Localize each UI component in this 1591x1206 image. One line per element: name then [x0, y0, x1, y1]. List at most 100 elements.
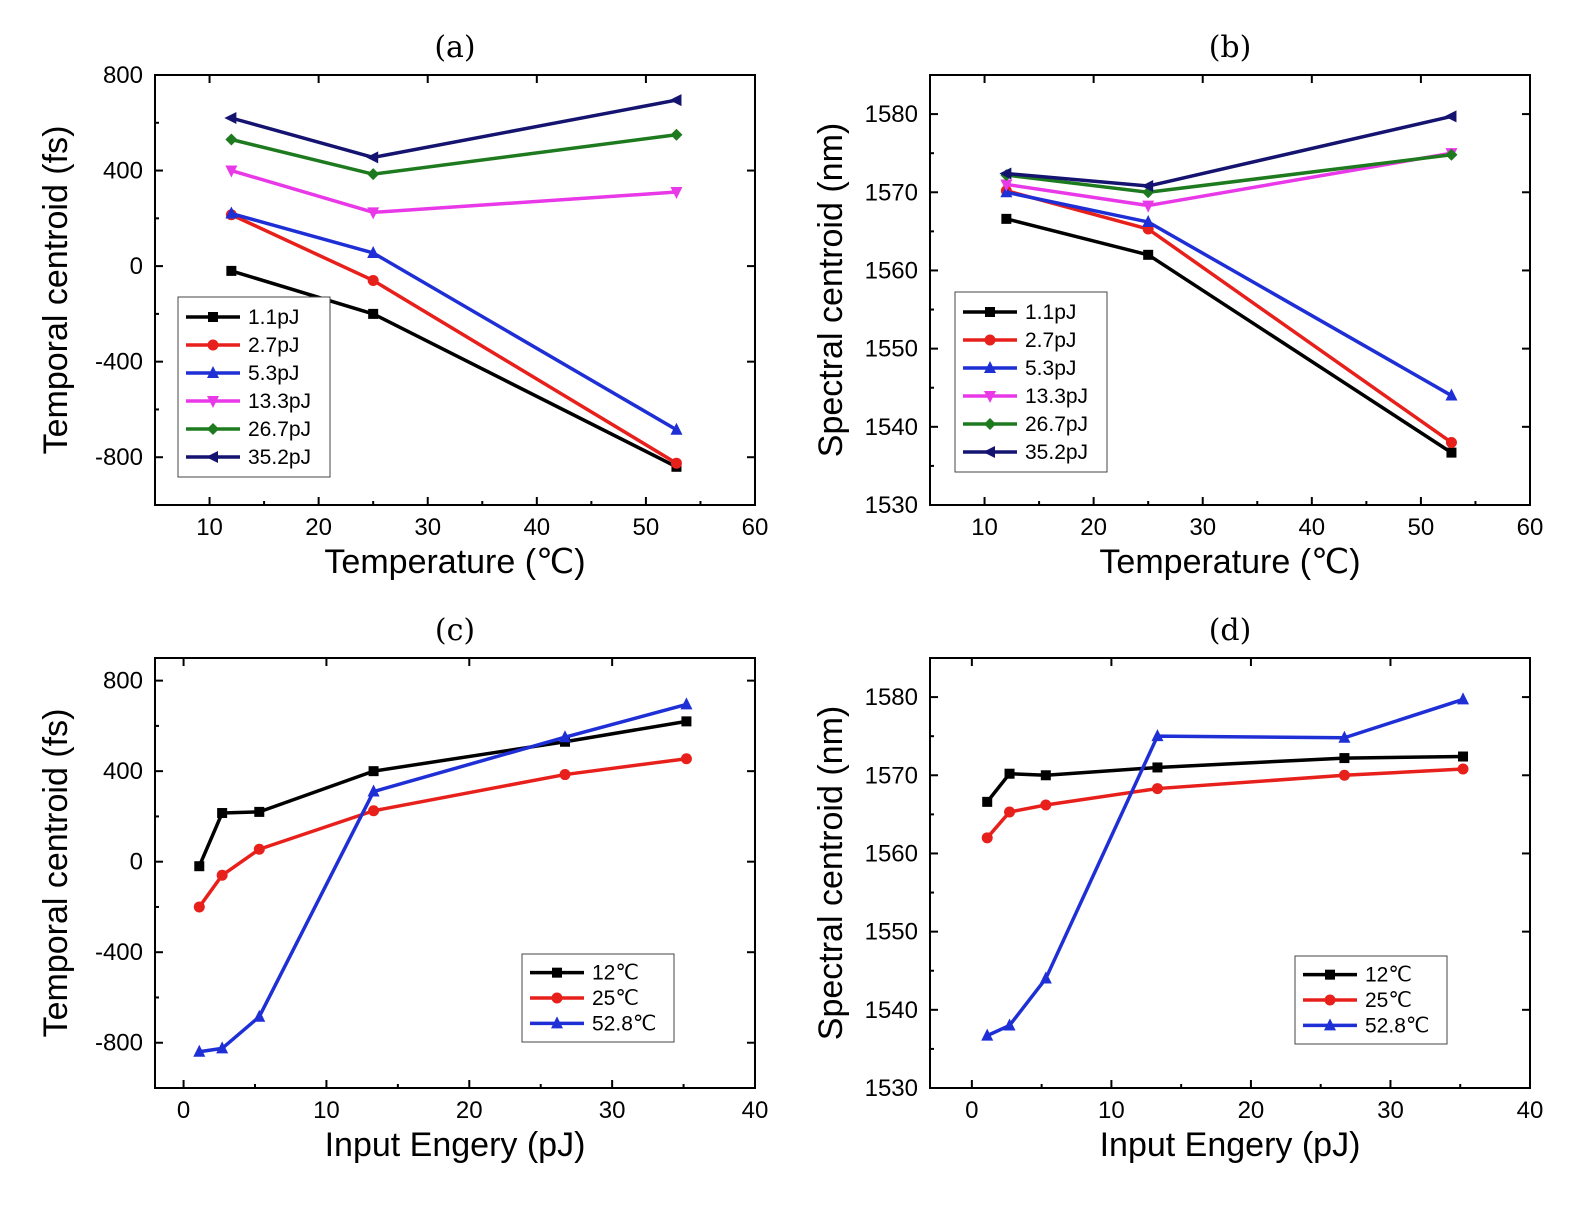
legend-label: 25℃	[592, 987, 639, 1010]
data-point	[1143, 249, 1154, 260]
x-tick-label: 30	[1377, 1097, 1404, 1124]
panel-1: (b) 10 20 30 40 50 60 1530 1540 1550 1560 1570 1580 T…	[812, 30, 1543, 581]
legend-label: 35.2pJ	[248, 446, 311, 469]
y-tick-label: 400	[103, 158, 143, 185]
data-point	[1458, 751, 1469, 762]
data-point	[1445, 388, 1458, 401]
x-tick-label: 40	[1517, 1097, 1544, 1124]
legend-marker	[206, 451, 218, 463]
data-point	[981, 1028, 994, 1041]
y-tick-label: 1580	[865, 684, 918, 711]
y-tick-label: 1560	[865, 840, 918, 867]
legend-marker	[1324, 1018, 1336, 1031]
y-tick-label: -800	[95, 444, 143, 471]
y-tick-label: 800	[103, 62, 143, 89]
x-tick-label: 20	[305, 514, 332, 541]
x-tick-label: 20	[456, 1097, 483, 1124]
legend-label: 26.7pJ	[1025, 413, 1088, 436]
legend: 1.1pJ 2.7pJ 5.3pJ 13.3pJ 26.7pJ 35.2pJ	[954, 291, 1108, 473]
x-tick-label: 0	[177, 1097, 190, 1124]
panel-3: (d) 0 10 20 30 40 1530 1540 1550 1560 1570 1580 Inpu…	[812, 613, 1543, 1164]
legend-marker	[984, 418, 996, 430]
y-tick-label: 1550	[865, 919, 918, 946]
data-point	[999, 167, 1012, 180]
series-line	[1006, 153, 1452, 195]
series-line	[197, 719, 687, 867]
series-line	[985, 767, 1464, 839]
data-point	[254, 806, 265, 817]
legend-label: 1.1pJ	[248, 306, 299, 329]
x-tick-label: 30	[414, 514, 441, 541]
legend-marker	[1325, 969, 1335, 980]
data-point	[225, 165, 238, 178]
data-point	[1000, 179, 1013, 192]
x-axis-title: Input Engery (pJ)	[1100, 1126, 1361, 1164]
data-point	[1142, 200, 1155, 213]
data-point	[1151, 729, 1164, 742]
series-line	[985, 754, 1464, 803]
legend-item: 35.2pJ	[186, 446, 311, 469]
data-point	[225, 206, 238, 219]
y-tick-label: 1530	[865, 1075, 918, 1102]
legend-marker	[985, 307, 995, 317]
legend-label: 52.8℃	[1365, 1014, 1429, 1037]
data-point	[1457, 692, 1470, 705]
x-tick-label: 40	[1298, 514, 1325, 541]
legend-label: 52.8℃	[592, 1012, 656, 1035]
panel-2: (c) 0 10 20 30 40 -800 -400 0 400 800 Input Engery …	[37, 613, 768, 1164]
x-axis-title: Temperature (℃)	[324, 543, 585, 581]
y-tick-label: 1540	[865, 997, 918, 1024]
data-point	[1040, 770, 1051, 781]
y-tick-label: -800	[95, 1030, 143, 1057]
legend-label: 12℃	[592, 962, 639, 985]
legend-marker	[207, 423, 219, 435]
y-tick-label: 0	[130, 253, 143, 280]
series-5	[999, 110, 1457, 193]
x-tick-label: 50	[1408, 514, 1435, 541]
x-tick-label: 20	[1080, 514, 1107, 541]
series-5	[224, 94, 682, 164]
series-4	[225, 128, 683, 181]
data-point	[224, 112, 237, 124]
legend-marker	[207, 339, 219, 351]
x-tick-label: 0	[965, 1097, 978, 1124]
series-2	[225, 206, 683, 435]
data-point	[559, 730, 571, 743]
legend-marker	[207, 366, 219, 378]
legend: 12℃25℃52.8℃	[1294, 955, 1448, 1045]
legend-item: 35.2pJ	[963, 441, 1088, 464]
y-tick-label: 0	[130, 849, 143, 876]
x-tick-label: 30	[1189, 514, 1216, 541]
legend-box	[177, 296, 331, 478]
series-0	[982, 751, 1469, 807]
series-line	[197, 756, 687, 908]
x-tick-label: 10	[971, 514, 998, 541]
data-point	[1142, 214, 1155, 227]
y-tick-label: 1570	[865, 179, 918, 206]
data-point	[680, 753, 692, 765]
series-line	[230, 98, 677, 160]
data-point	[670, 187, 683, 200]
data-point	[1004, 806, 1016, 818]
data-point	[669, 94, 682, 107]
x-tick-label: 40	[742, 1097, 769, 1124]
x-tick-label: 40	[523, 514, 550, 541]
legend-item: 13.3pJ	[963, 385, 1088, 408]
panel-0: (a) 10 20 30 40 50 60 -800 -400 0 400 800 Temperatur…	[37, 30, 768, 581]
data-point	[1444, 110, 1457, 123]
y-tick-label: -400	[95, 349, 143, 376]
legend-label: 35.2pJ	[1025, 441, 1088, 464]
data-point	[1446, 447, 1457, 458]
legend-label: 12℃	[1365, 964, 1412, 987]
data-point	[367, 168, 380, 181]
data-point	[217, 808, 228, 819]
legend-marker	[551, 992, 563, 1004]
panel-title: (d)	[1209, 613, 1252, 648]
legend-marker	[551, 1016, 563, 1029]
panel-title: (c)	[435, 613, 475, 648]
data-point	[367, 207, 380, 220]
series-0	[194, 716, 692, 872]
data-point	[1457, 763, 1469, 775]
panel-title: (a)	[434, 30, 475, 65]
